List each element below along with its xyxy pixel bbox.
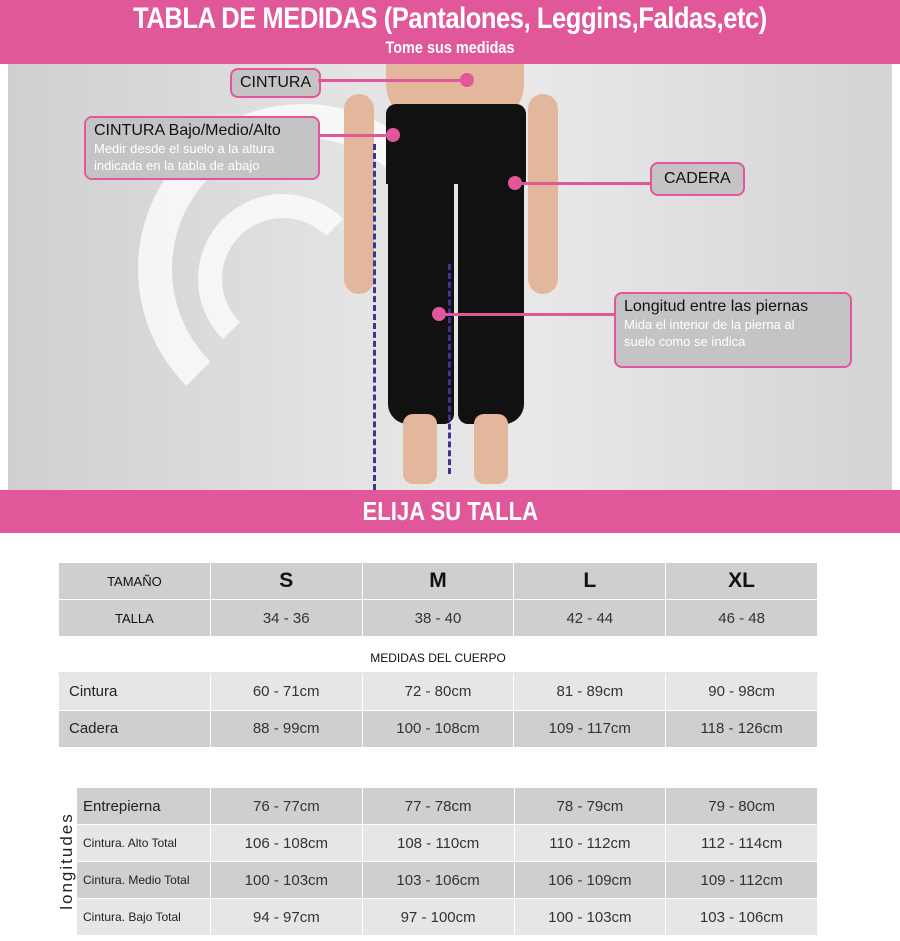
- marker-dot: [386, 128, 400, 142]
- callout-cintura-bajo-medio-alto: CINTURA Bajo/Medio/Alto Medir desde el s…: [84, 116, 320, 180]
- table-cell: 81 - 89cm: [513, 672, 667, 711]
- table-row: Cintura. Medio Total 100 - 103cm 103 - 1…: [76, 861, 818, 899]
- table-cell: 100 - 103cm: [210, 861, 363, 899]
- table-row: TALLA 34 - 36 38 - 40 42 - 44 46 - 48: [58, 599, 818, 637]
- leggings-leg: [458, 174, 524, 424]
- row-label: Cadera: [58, 709, 211, 748]
- table-cell: 97 - 100cm: [361, 898, 515, 936]
- table-row: TAMAÑO S M L XL: [58, 562, 818, 600]
- table-row: Cintura 60 - 71cm 72 - 80cm 81 - 89cm 90…: [58, 672, 818, 711]
- callout-text: Medir desde el suelo a la altura: [94, 141, 275, 156]
- table-row: Cintura. Bajo Total 94 - 97cm 97 - 100cm…: [76, 898, 818, 936]
- row-label: Cintura: [58, 672, 211, 711]
- callout-cintura: CINTURA: [230, 68, 322, 98]
- lengths-label-text: longitudes: [57, 812, 76, 910]
- table-cell: 109 - 117cm: [513, 709, 667, 748]
- lengths-table: Entrepierna 76 - 77cm 77 - 78cm 78 - 79c…: [76, 787, 818, 936]
- table-cell: 100 - 103cm: [513, 898, 667, 936]
- callout-label: CADERA: [664, 170, 731, 187]
- calf: [474, 414, 508, 484]
- table-cell: 106 - 109cm: [513, 861, 667, 899]
- table-cell: 110 - 112cm: [513, 824, 667, 862]
- callout-longitud: Longitud entre las piernas Mida el inter…: [614, 292, 852, 368]
- table-cell: 109 - 112cm: [665, 861, 818, 899]
- table-row: Cintura. Alto Total 106 - 108cm 108 - 11…: [76, 824, 818, 862]
- table-cell: 108 - 110cm: [361, 824, 515, 862]
- header-banner: TABLA DE MEDIDAS (Pantalones, Leggins,Fa…: [0, 0, 900, 64]
- table-cell: 60 - 71cm: [209, 672, 363, 711]
- row-label: TAMAÑO: [58, 562, 211, 600]
- table-row: Cadera 88 - 99cm 100 - 108cm 109 - 117cm…: [58, 709, 818, 748]
- table-cell: 103 - 106cm: [665, 898, 818, 936]
- height-arrow: [373, 144, 376, 490]
- size-name: S: [209, 562, 363, 600]
- row-label: TALLA: [58, 599, 211, 637]
- decorative-swirl: [198, 194, 368, 364]
- table-cell: 112 - 114cm: [665, 824, 818, 862]
- size-name: XL: [665, 562, 818, 600]
- callout-title: Longitud entre las piernas: [624, 298, 809, 315]
- table-cell: 77 - 78cm: [361, 787, 515, 825]
- marker-dot: [508, 176, 522, 190]
- table-cell: 42 - 44: [513, 599, 667, 637]
- row-label: Cintura. Alto Total: [76, 824, 211, 862]
- table-cell: 106 - 108cm: [210, 824, 363, 862]
- table-cell: 38 - 40: [361, 599, 515, 637]
- callout-text: indicada en la tabla de abajo: [94, 158, 260, 173]
- body-table: Cintura 60 - 71cm 72 - 80cm 81 - 89cm 90…: [58, 672, 818, 748]
- calf: [403, 414, 437, 484]
- callout-text: suelo como se indica: [624, 334, 746, 349]
- table-cell: 72 - 80cm: [361, 672, 515, 711]
- callout-text: Mida el interior de la pierna al: [624, 317, 795, 332]
- marker-dot: [460, 73, 474, 87]
- callout-cadera: CADERA: [650, 162, 745, 196]
- table-cell: 100 - 108cm: [361, 709, 515, 748]
- size-name: M: [361, 562, 515, 600]
- section-title: ELIJA SU TALLA: [362, 496, 538, 526]
- callout-label: CINTURA: [240, 74, 312, 91]
- body-measures-title: MEDIDAS DEL CUERPO: [370, 651, 506, 665]
- row-label: Cintura. Bajo Total: [76, 898, 211, 936]
- row-label: Entrepierna: [76, 787, 211, 825]
- table-cell: 79 - 80cm: [665, 787, 818, 825]
- leggings-waist: [386, 104, 526, 184]
- page-title: TABLA DE MEDIDAS (Pantalones, Leggins,Fa…: [133, 2, 767, 35]
- table-cell: 88 - 99cm: [209, 709, 363, 748]
- page-subtitle: Tome sus medidas: [385, 38, 515, 57]
- arm: [528, 94, 558, 294]
- table-cell: 90 - 98cm: [665, 672, 818, 711]
- inseam-arrow: [448, 264, 451, 474]
- size-name: L: [513, 562, 667, 600]
- marker-dot: [432, 307, 446, 321]
- size-table: TAMAÑO S M L XL TALLA 34 - 36 38 - 40 42…: [58, 562, 818, 637]
- section-banner: ELIJA SU TALLA: [0, 490, 900, 533]
- table-cell: 118 - 126cm: [665, 709, 818, 748]
- table-row: Entrepierna 76 - 77cm 77 - 78cm 78 - 79c…: [76, 787, 818, 825]
- leggings-leg: [388, 174, 454, 424]
- table-cell: 46 - 48: [665, 599, 818, 637]
- table-cell: 34 - 36: [209, 599, 363, 637]
- table-cell: 78 - 79cm: [513, 787, 667, 825]
- table-cell: 76 - 77cm: [210, 787, 363, 825]
- model-photo: CINTURA CINTURA Bajo/Medio/Alto Medir de…: [8, 64, 892, 490]
- row-label: Cintura. Medio Total: [76, 861, 211, 899]
- table-cell: 103 - 106cm: [361, 861, 515, 899]
- table-cell: 94 - 97cm: [210, 898, 363, 936]
- arm: [344, 94, 374, 294]
- callout-title: CINTURA Bajo/Medio/Alto: [94, 122, 281, 139]
